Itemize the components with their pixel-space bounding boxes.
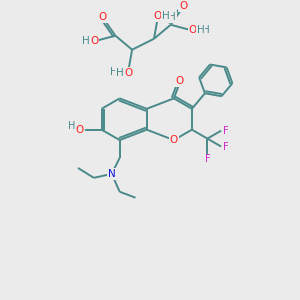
Text: H: H bbox=[82, 36, 89, 46]
Text: F: F bbox=[223, 142, 229, 152]
Text: O: O bbox=[179, 1, 188, 11]
Text: O: O bbox=[189, 26, 197, 35]
Text: O: O bbox=[90, 36, 98, 46]
Text: H: H bbox=[168, 12, 176, 22]
Text: O: O bbox=[179, 1, 188, 11]
Text: H: H bbox=[82, 36, 90, 46]
Text: O: O bbox=[124, 68, 132, 78]
Text: O: O bbox=[88, 36, 96, 46]
Text: H: H bbox=[110, 67, 118, 76]
Text: F: F bbox=[205, 154, 210, 164]
Text: O: O bbox=[175, 76, 183, 86]
Text: O: O bbox=[76, 125, 84, 135]
Text: H: H bbox=[202, 26, 210, 35]
Text: H: H bbox=[68, 121, 76, 131]
Text: O: O bbox=[99, 12, 107, 22]
Text: O: O bbox=[99, 12, 107, 22]
Text: O: O bbox=[170, 135, 178, 145]
Text: H: H bbox=[197, 26, 205, 35]
Text: N: N bbox=[108, 169, 116, 179]
Text: H: H bbox=[116, 68, 124, 78]
Text: O: O bbox=[154, 11, 162, 21]
Text: O: O bbox=[117, 67, 125, 76]
Text: H: H bbox=[162, 11, 170, 21]
Text: O: O bbox=[195, 26, 203, 35]
Text: O: O bbox=[161, 12, 169, 22]
Text: F: F bbox=[223, 126, 229, 136]
